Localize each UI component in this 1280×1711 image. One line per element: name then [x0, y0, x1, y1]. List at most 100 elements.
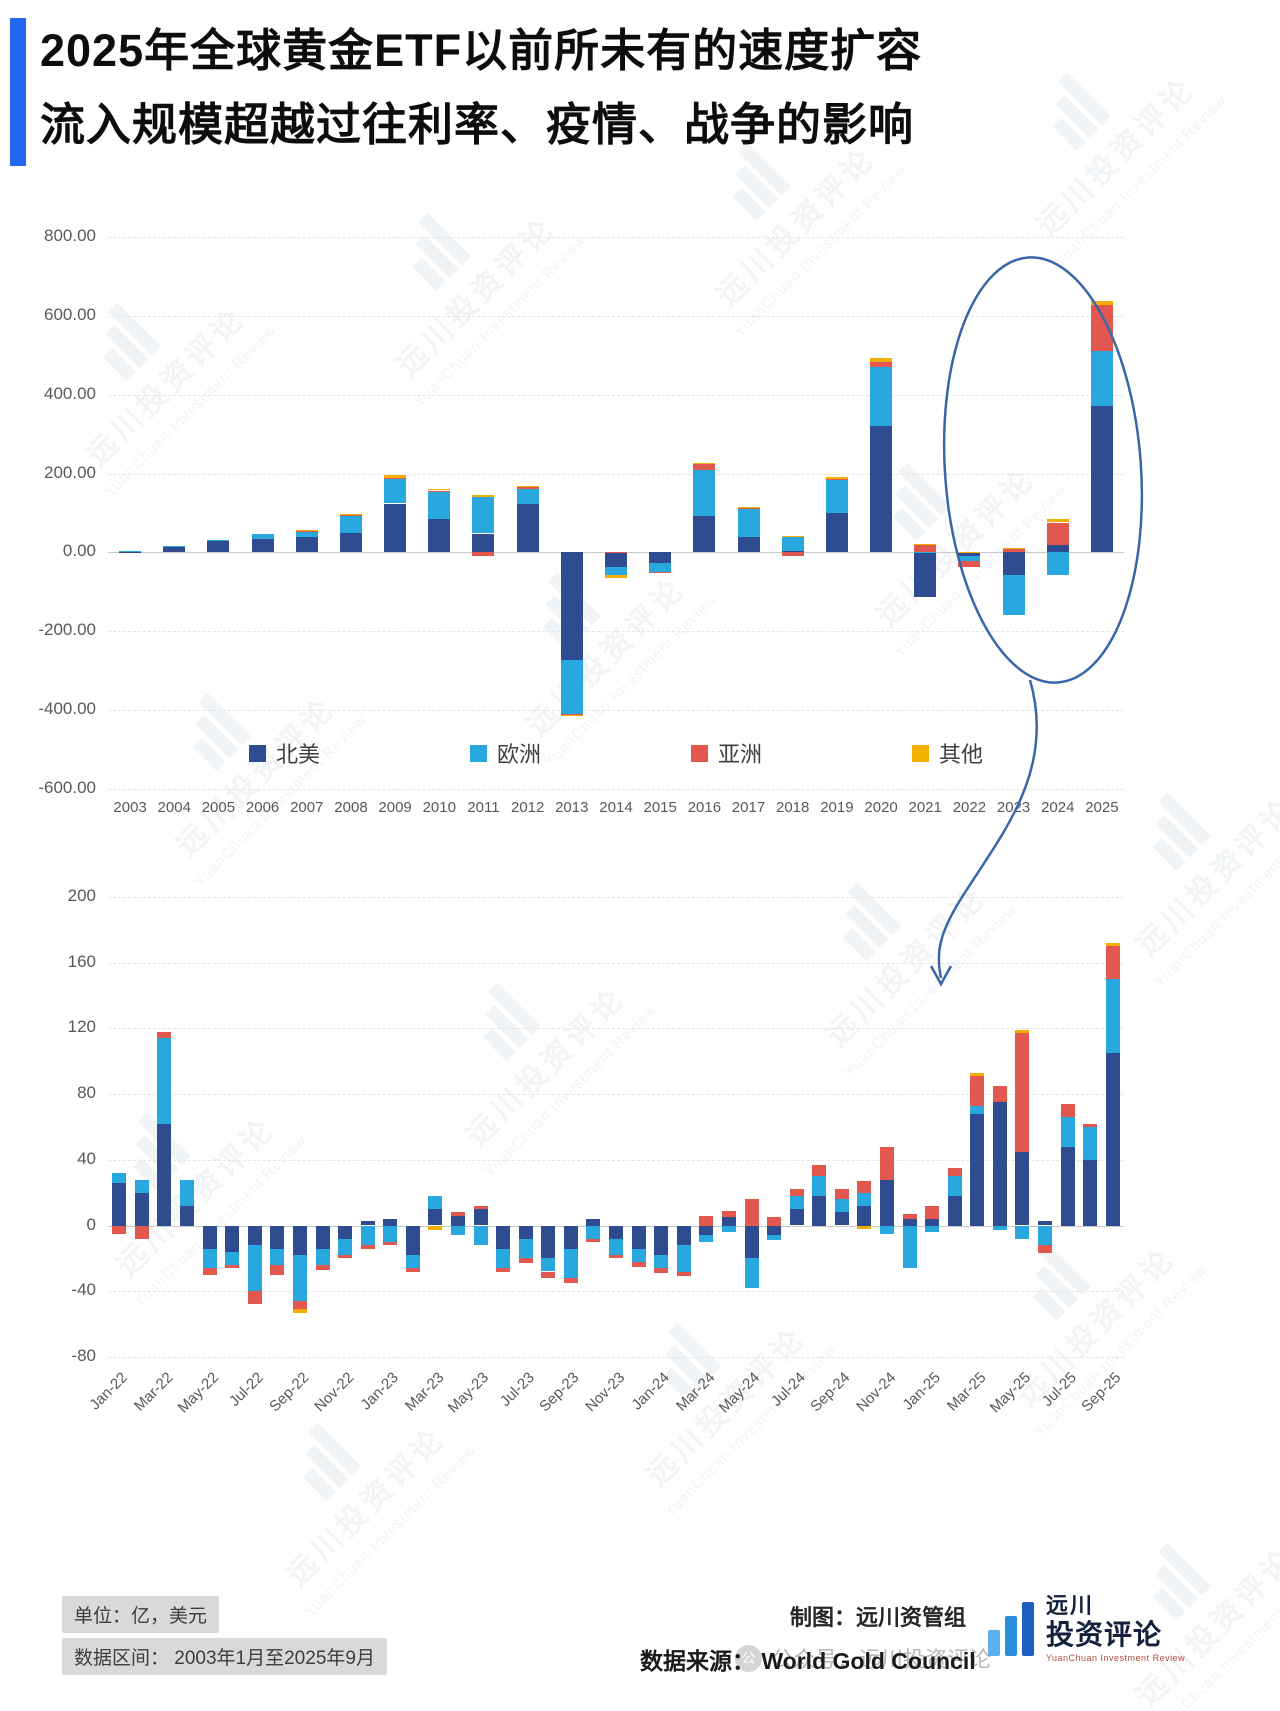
- bar-segment: [516, 488, 539, 505]
- bar-segment: [834, 1199, 849, 1213]
- bar-segment: [1015, 1033, 1030, 1152]
- bar-segment: [649, 572, 672, 573]
- y-axis-tick-label: 40: [77, 1148, 96, 1168]
- bar-segment: [693, 516, 716, 553]
- bar-segment: [134, 1225, 149, 1239]
- x-axis-tick-label: May-23: [445, 1369, 493, 1417]
- bar-segment: [902, 1219, 917, 1226]
- gridline: [108, 897, 1124, 898]
- bar-segment: [925, 1225, 940, 1233]
- bar-segment: [112, 1182, 127, 1226]
- gridline: [108, 473, 1124, 475]
- bar-segment: [207, 541, 230, 553]
- bar-segment: [605, 551, 628, 553]
- gridline: [108, 394, 1124, 396]
- bar-segment: [295, 531, 318, 537]
- bar-segment: [609, 1225, 623, 1239]
- x-axis-tick-label: May-25: [987, 1369, 1035, 1417]
- bar-segment: [428, 490, 451, 492]
- bar-segment: [737, 507, 760, 509]
- data-range-label: 数据区间： 2003年1月至2025年9月: [62, 1638, 387, 1675]
- bar-segment: [947, 1196, 962, 1226]
- bar-segment: [295, 536, 318, 553]
- source-label: 数据来源： World Gold Council: [640, 1648, 976, 1674]
- bar-segment: [405, 1268, 420, 1272]
- bar-segment: [1090, 405, 1113, 553]
- bar-segment: [384, 474, 407, 478]
- bar-segment: [947, 1176, 962, 1196]
- bar-segment: [225, 1251, 240, 1265]
- bar-segment: [609, 1238, 623, 1256]
- gridline: [108, 1094, 1124, 1096]
- bar-segment: [586, 1225, 601, 1239]
- bar-segment: [781, 552, 804, 556]
- y-axis-tick-label: 120: [67, 1017, 96, 1037]
- bar-segment: [339, 513, 362, 515]
- x-axis-tick-label: 2019: [820, 799, 854, 816]
- watermark-bars-icon: [282, 1422, 361, 1502]
- bar-segment: [631, 1248, 646, 1262]
- bar-segment: [516, 485, 539, 488]
- y-axis-tick-label: 800.00: [44, 226, 96, 245]
- y-axis-tick-label: -600.00: [38, 778, 96, 797]
- bar-segment: [541, 1225, 556, 1259]
- legend-item-other: 其他: [912, 737, 983, 769]
- x-axis-tick-label: Jan-24: [628, 1369, 674, 1414]
- brand-logo-text: 远川 投资评论 YuanChuan Investment Review: [1046, 1593, 1185, 1663]
- x-axis-tick-label: Mar-23: [401, 1369, 448, 1415]
- bar-segment: [473, 1205, 488, 1210]
- bar-segment: [405, 1225, 420, 1256]
- x-axis-tick-label: Sep-25: [1078, 1369, 1125, 1416]
- legend-swatch-europe: [469, 744, 487, 762]
- bar-segment: [163, 546, 186, 547]
- bar-segment: [789, 1196, 804, 1210]
- bar-segment: [825, 513, 848, 553]
- bar-segment: [1105, 946, 1120, 980]
- bar-segment: [737, 537, 760, 553]
- bar-segment: [1038, 1245, 1052, 1254]
- gridline: [108, 789, 1124, 790]
- gridline: [108, 315, 1124, 317]
- bar-segment: [925, 1219, 940, 1226]
- bar-segment: [202, 1268, 217, 1275]
- bar-segment: [180, 1179, 194, 1206]
- bar-segment: [1038, 1225, 1052, 1246]
- bar-segment: [676, 1271, 691, 1277]
- bar-segment: [1060, 1146, 1075, 1226]
- bar-segment: [251, 539, 274, 553]
- legend-swatch-other: [912, 744, 930, 762]
- x-axis-tick-label: 2005: [201, 799, 236, 816]
- bar-segment: [744, 1258, 759, 1288]
- x-axis-tick-label: 2012: [511, 799, 545, 816]
- bar-segment: [699, 1215, 714, 1226]
- y-axis-tick-label: 80: [77, 1083, 96, 1103]
- bar-segment: [676, 1245, 691, 1272]
- bar-segment: [428, 1209, 443, 1226]
- x-axis-tick-label: Nov-23: [581, 1369, 629, 1416]
- x-axis-tick-label: 2017: [731, 799, 766, 816]
- bar-segment: [970, 1072, 985, 1077]
- bar-segment: [649, 562, 672, 573]
- x-axis-tick-label: 2023: [996, 799, 1031, 816]
- bar-segment: [384, 479, 407, 504]
- wechat-stamp: 公 公众号：远川投资评论: [735, 1642, 991, 1674]
- x-axis-tick-label: Mar-25: [943, 1369, 990, 1415]
- bar-segment: [428, 1196, 443, 1210]
- legend-label: 欧洲: [496, 742, 541, 767]
- bar-segment: [472, 533, 495, 553]
- bar-segment: [315, 1248, 330, 1265]
- bar-segment: [737, 508, 760, 510]
- bar-segment: [180, 1205, 194, 1226]
- bar-segment: [605, 552, 628, 568]
- x-axis-tick-label: 2016: [687, 799, 722, 816]
- bar-segment: [857, 1205, 872, 1226]
- bar-segment: [338, 1238, 353, 1256]
- bar-segment: [1015, 1225, 1030, 1239]
- legend-label: 亚洲: [718, 742, 763, 767]
- brand-logo-cn1: 远川: [1046, 1593, 1095, 1618]
- watermark-bars-icon: [1132, 792, 1211, 872]
- bar-segment: [970, 1105, 985, 1114]
- bar-segment: [1046, 545, 1069, 553]
- bar-segment: [1090, 304, 1113, 352]
